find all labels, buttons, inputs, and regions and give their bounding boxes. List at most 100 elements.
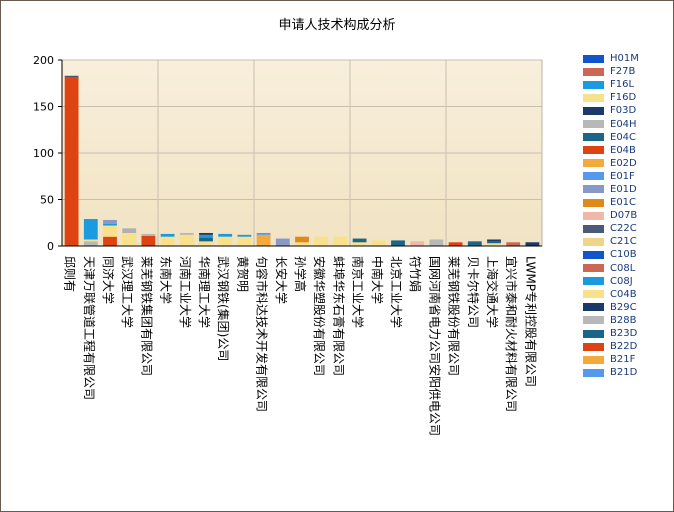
bar-segment: [448, 242, 463, 246]
legend-label: B29C: [610, 301, 637, 313]
y-tick-label: 200: [33, 54, 54, 67]
x-tick-labels: 邱则有 天津万联管道工程有限公司 同济大学 武汉理工大学 莱芜钢铁集团有限公司 东南大学河…: [63, 256, 539, 436]
legend-item: F27B: [583, 65, 639, 78]
x-tick-label-group: 武汉理工大学: [120, 256, 135, 328]
x-tick-label-group: 国网河南省电力公司安阳供电公司: [427, 256, 442, 436]
y-tick-label: 100: [33, 147, 54, 160]
bar-segment: [218, 233, 233, 237]
legend-label: F03D: [610, 105, 637, 117]
legend-item: C21C: [583, 235, 639, 248]
bar-segment: [371, 240, 386, 246]
y-tick-label: 0: [47, 240, 54, 253]
legend-item: B21F: [583, 353, 639, 366]
bar-segment: [391, 240, 405, 246]
legend-item: B21D: [583, 366, 639, 379]
bar-segment: [352, 238, 367, 243]
legend-swatch: [583, 146, 604, 155]
bar-segment: [103, 223, 117, 226]
legend-item: E01C: [583, 196, 639, 209]
x-tick-label: 符竹娟: [408, 256, 423, 292]
legend-swatch: [583, 106, 604, 115]
legend-swatch: [583, 303, 604, 312]
legend-swatch: [583, 120, 604, 129]
bar-segment: [256, 234, 271, 246]
x-tick-label: 句容市科达技术开发有限公司: [255, 256, 270, 412]
legend-swatch: [583, 290, 604, 299]
legend-label: F27B: [610, 66, 636, 78]
bars: [64, 75, 540, 247]
x-tick-label: 宜兴市泰和耐火材料有限公司: [504, 256, 519, 412]
y-tick-label: 50: [40, 194, 54, 207]
x-tick-label-group: 孙学高: [293, 256, 308, 292]
x-tick-label: 贝卡尔特公司: [466, 256, 481, 328]
bar-segment: [218, 236, 233, 246]
legend-item: E04C: [583, 131, 639, 144]
legend-swatch: [583, 316, 604, 325]
bar-segment: [160, 233, 175, 237]
x-tick-label: 国网河南省电力公司安阳供电公司: [427, 256, 442, 436]
x-tick-label: 华南理工大学: [197, 256, 212, 328]
legend-item: E02D: [583, 157, 639, 170]
x-tick-label: 武汉钢铁(集团)公司: [216, 256, 231, 361]
legend-label: E01D: [610, 183, 637, 195]
legend-item: C04B: [583, 288, 639, 301]
bar-segment: [295, 242, 309, 246]
x-tick-label-group: 南京工业大学: [351, 256, 366, 328]
x-tick-label: 蚌埠华东石膏有限公司: [331, 256, 346, 376]
bar-segment: [122, 228, 137, 233]
legend-swatch: [583, 368, 604, 377]
legend-item: E01D: [583, 183, 639, 196]
x-tick-label-group: 句容市科达技术开发有限公司: [255, 256, 270, 412]
legend-label: F16D: [610, 92, 637, 104]
x-tick-label: 北京工业大学: [389, 256, 404, 328]
x-tick-label-group: 莱芜钢铁集团有限公司: [139, 256, 154, 376]
legend: H01M F27B F16L F16D F03D E04H E04C E04B E02D E01F…: [583, 52, 639, 379]
x-tick-label-group: 蚌埠华东石膏有限公司: [331, 256, 346, 376]
bar-segment: [487, 243, 501, 246]
bar-segment: [314, 236, 329, 246]
grid-lines: [62, 59, 542, 246]
legend-label: C04B: [610, 288, 637, 300]
legend-swatch: [583, 159, 604, 168]
bar-segment: [199, 237, 213, 242]
x-tick-label-group: 上海交通大学: [485, 256, 500, 328]
bar-segment: [429, 239, 444, 246]
legend-item: B29C: [583, 301, 639, 314]
bar-segment: [103, 225, 117, 237]
legend-label: C08J: [610, 275, 633, 287]
legend-item: B28B: [583, 314, 639, 327]
legend-item: C10B: [583, 248, 639, 261]
legend-label: E04C: [610, 131, 637, 143]
x-tick-label: 中南大学: [370, 256, 385, 304]
x-tick-label: 长安大学: [274, 256, 289, 304]
legend-swatch: [583, 250, 604, 259]
legend-item: C08J: [583, 275, 639, 288]
legend-label: E04B: [610, 144, 636, 156]
legend-label: D07B: [610, 210, 638, 222]
x-tick-label-group: 邱则有: [63, 256, 77, 292]
bar-segment: [295, 236, 309, 243]
legend-label: E02D: [610, 157, 637, 169]
legend-swatch: [583, 211, 604, 220]
x-tick-label-group: 武汉钢铁(集团)公司: [216, 256, 231, 361]
x-tick-label-group: 宜兴市泰和耐火材料有限公司: [504, 256, 519, 412]
bar-segment: [141, 235, 156, 246]
x-tick-label: LWMP专利控股有限公司: [523, 256, 538, 387]
bar-segment: [352, 242, 367, 246]
legend-item: E04B: [583, 144, 639, 157]
legend-swatch: [583, 277, 604, 286]
legend-label: E04H: [610, 118, 637, 130]
x-tick-label: 武汉理工大学: [120, 256, 135, 328]
x-tick-label: 莱芜钢铁集团有限公司: [139, 256, 154, 376]
legend-item: C08L: [583, 262, 639, 275]
bar-segment: [64, 75, 79, 77]
legend-item: F03D: [583, 104, 639, 117]
legend-swatch: [583, 355, 604, 364]
bar-segment: [179, 234, 194, 246]
legend-swatch: [583, 264, 604, 273]
bar-segment: [122, 232, 137, 246]
x-tick-label-group: 长安大学: [274, 256, 289, 304]
legend-label: B21D: [610, 367, 638, 379]
x-tick-label-group: 天津万联管道工程有限公司: [82, 256, 97, 400]
